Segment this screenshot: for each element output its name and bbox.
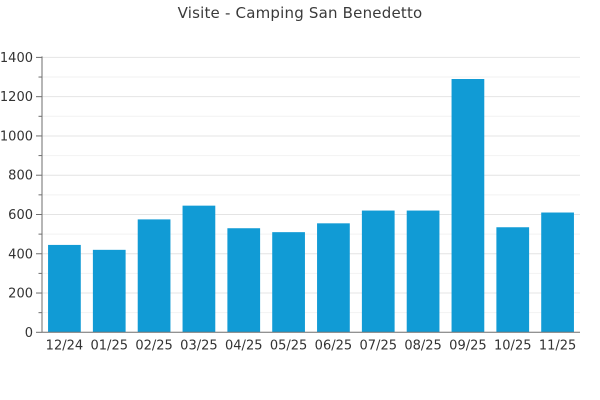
bar-05-25: [272, 232, 305, 333]
bar-12-24: [48, 244, 81, 333]
y-tick-label: 200: [8, 287, 33, 302]
bar-07-25: [361, 210, 395, 333]
x-tick-label: 07/25: [360, 338, 397, 353]
x-tick-label: 09/25: [449, 338, 486, 353]
x-tick-label: 12/24: [46, 338, 83, 353]
x-tick-label: 02/25: [135, 338, 172, 353]
bar-03-25: [182, 205, 216, 333]
bar-11-25: [541, 212, 574, 333]
bar-01-25: [92, 249, 126, 333]
chart-title: Visite - Camping San Benedetto: [177, 4, 423, 22]
y-tick-label: 800: [8, 169, 33, 184]
bar-10-25: [496, 227, 530, 333]
x-tick-label: 04/25: [225, 338, 262, 353]
y-tick-label: 0: [25, 326, 33, 341]
y-tick-label: 1400: [0, 51, 33, 66]
y-tick-label: 1200: [0, 90, 33, 105]
bar-08-25: [406, 210, 440, 333]
y-tick-label: 400: [8, 247, 33, 262]
x-tick-label: 05/25: [270, 338, 307, 353]
y-tick-label: 600: [8, 208, 33, 223]
x-tick-label: 11/25: [539, 338, 576, 353]
x-tick-label: 01/25: [91, 338, 128, 353]
x-tick-label: 06/25: [315, 338, 352, 353]
bar-09-25: [451, 78, 485, 333]
bar-04-25: [227, 228, 261, 333]
y-tick-label: 1000: [0, 129, 33, 144]
bar-06-25: [317, 223, 350, 333]
x-tick-label: 10/25: [494, 338, 531, 353]
x-tick-label: 08/25: [404, 338, 441, 353]
bar-02-25: [137, 219, 171, 333]
x-tick-label: 03/25: [180, 338, 217, 353]
